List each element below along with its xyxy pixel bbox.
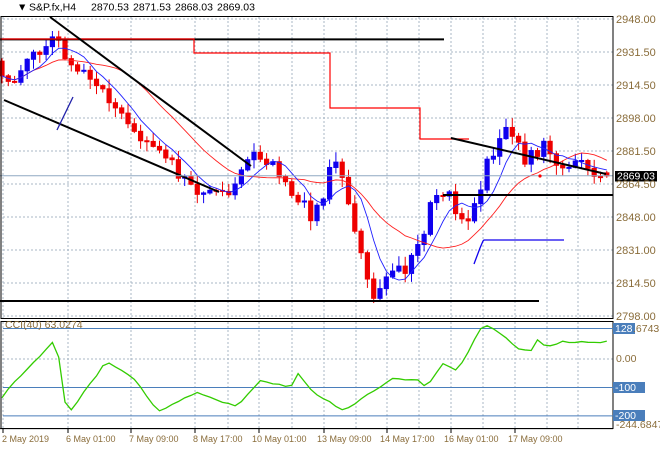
svg-text:2814.50: 2814.50 xyxy=(616,278,656,290)
svg-text:0.00: 0.00 xyxy=(616,353,637,365)
svg-text:6 May 01:00: 6 May 01:00 xyxy=(66,434,116,444)
svg-text:2 May 2019: 2 May 2019 xyxy=(2,434,49,444)
svg-text:2898.00: 2898.00 xyxy=(616,113,656,125)
svg-text:▼: ▼ xyxy=(17,2,27,14)
svg-text:S&P.fx,H4: S&P.fx,H4 xyxy=(29,2,76,14)
svg-text:2871.53: 2871.53 xyxy=(133,2,171,14)
svg-text:2870.53: 2870.53 xyxy=(91,2,129,14)
svg-text:14 May 17:00: 14 May 17:00 xyxy=(380,434,435,444)
svg-text:13 May 09:00: 13 May 09:00 xyxy=(317,434,372,444)
svg-text:128: 128 xyxy=(615,323,633,335)
svg-text:2868.03: 2868.03 xyxy=(175,2,213,14)
svg-text:16 May 01:00: 16 May 01:00 xyxy=(444,434,499,444)
svg-text:-100: -100 xyxy=(615,382,636,394)
svg-text:2798.00: 2798.00 xyxy=(616,311,656,323)
svg-text:CCI(40) 63.0274: CCI(40) 63.0274 xyxy=(5,319,83,331)
svg-text:2914.50: 2914.50 xyxy=(616,80,656,92)
svg-text:2869.03: 2869.03 xyxy=(217,2,255,14)
svg-text:2881.50: 2881.50 xyxy=(616,146,656,158)
svg-text:10 May 01:00: 10 May 01:00 xyxy=(252,434,307,444)
svg-text:8 May 17:00: 8 May 17:00 xyxy=(193,434,243,444)
svg-text:2831.00: 2831.00 xyxy=(616,245,656,257)
svg-text:-244.6847: -244.6847 xyxy=(616,419,660,431)
svg-text:2864.50: 2864.50 xyxy=(616,179,656,191)
svg-text:7 May 09:00: 7 May 09:00 xyxy=(129,434,179,444)
svg-text:2931.50: 2931.50 xyxy=(616,47,656,59)
svg-text:2848.00: 2848.00 xyxy=(616,212,656,224)
svg-text:.6743: .6743 xyxy=(633,323,659,335)
svg-text:2948.00: 2948.00 xyxy=(616,14,656,26)
svg-text:17 May 09:00: 17 May 09:00 xyxy=(508,434,563,444)
